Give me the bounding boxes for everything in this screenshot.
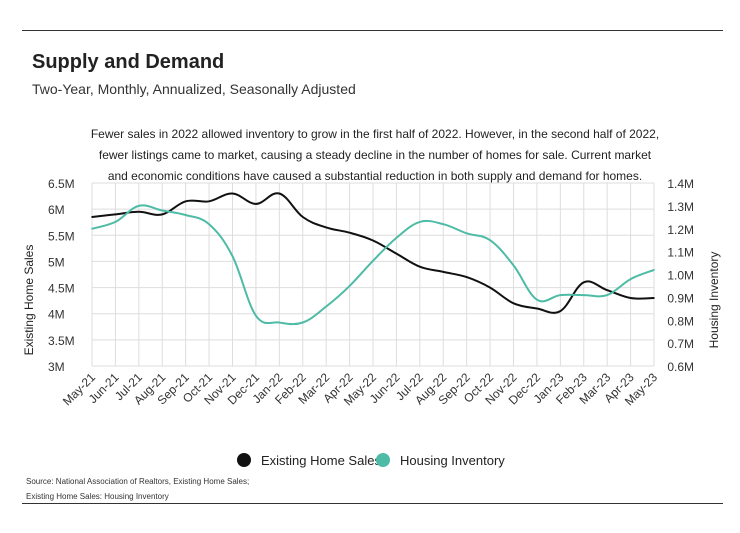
y-tick-right: 1.4M [667,177,694,191]
data-point-sales [442,271,445,273]
legend-marker-sales [237,453,251,467]
data-point-inventory [629,278,632,280]
data-point-inventory [442,223,445,225]
data-point-inventory [419,221,421,223]
y-tick-right: 1.3M [667,200,694,214]
data-point-sales [231,192,234,195]
data-point-sales [91,216,93,218]
y-tick-right: 0.7M [667,337,694,351]
data-point-sales [536,307,538,310]
data-point-sales [325,226,327,229]
data-point-sales [653,297,655,299]
data-point-sales [606,289,608,291]
legend-label-inventory: Housing Inventory [400,453,505,468]
data-point-sales [114,213,117,216]
legend-marker-inventory [376,453,390,467]
data-point-inventory [489,239,491,241]
data-point-inventory [114,221,117,223]
x-axis-ticks: May-21Jun-21Jul-21Aug-21Sep-21Oct-21Nov-… [60,370,660,408]
series-lines [91,192,655,326]
y-tick-right: 0.8M [667,314,694,328]
data-point-inventory [231,255,234,257]
y-tick-right: 0.9M [667,291,694,305]
chart-title: Supply and Demand [32,51,225,73]
data-point-sales [395,252,398,255]
left-axis-ticks: 3M 3.5M 4M 4.5M 5M 5.5M 6M 6.5M [48,177,75,374]
data-point-sales [208,200,210,203]
y-tick-left: 6.5M [48,177,75,191]
data-point-inventory [301,321,304,324]
y-axis-label-right: Housing Inventory [707,252,721,349]
data-point-inventory [208,223,210,225]
source-line-2: Existing Home Sales: Housing Inventory [26,492,169,501]
chart-description: Fewer sales in 2022 allowed inventory to… [90,127,660,183]
data-point-sales [138,210,140,213]
grid-lines [91,182,655,367]
y-tick-left: 3M [48,360,65,374]
data-point-sales [255,203,257,205]
data-point-inventory [255,314,257,317]
y-tick-right: 1.0M [667,269,694,283]
bottom-rule [22,503,723,504]
right-axis-ticks: 0.6M 0.7M 0.8M 0.9M 1.0M 1.1M 1.2M 1.3M 1.4M [667,177,694,374]
data-point-inventory [372,259,374,262]
y-tick-left: 4M [48,308,65,322]
y-tick-right: 1.2M [667,223,694,237]
data-point-inventory [348,285,351,287]
data-point-inventory [536,298,538,301]
y-tick-left: 5M [48,255,65,269]
data-point-inventory [653,269,655,271]
data-point-inventory [512,264,515,267]
source-note: Source: National Association of Realtors… [26,474,249,504]
y-tick-left: 5.5M [48,229,75,243]
source-line-1: Source: National Association of Realtors… [26,477,250,486]
data-point-sales [559,310,562,312]
data-point-sales [348,231,351,234]
y-tick-right: 1.1M [667,246,694,260]
data-point-inventory [465,232,468,235]
data-point-inventory [582,294,585,296]
data-point-inventory [278,321,281,324]
data-point-inventory [325,305,327,308]
data-point-sales [372,239,374,242]
data-point-sales [301,216,304,218]
y-tick-left: 3.5M [48,334,75,348]
legend: Existing Home Sales Housing Inventory [237,453,505,468]
data-point-sales [489,286,491,289]
data-point-sales [161,213,164,216]
data-point-sales [184,200,187,203]
data-point-inventory [606,294,608,296]
data-point-sales [582,281,585,284]
y-tick-left: 4.5M [48,282,75,296]
top-rule [22,30,723,31]
legend-label-sales: Existing Home Sales [261,453,381,468]
data-point-sales [512,302,515,305]
data-point-sales [419,265,421,268]
data-point-inventory [184,214,187,216]
data-point-inventory [395,237,398,239]
data-point-inventory [138,205,140,207]
data-point-inventory [161,209,164,212]
data-point-inventory [559,294,562,296]
chart-subtitle: Two-Year, Monthly, Annualized, Seasonall… [32,81,356,97]
data-point-inventory [91,227,93,230]
y-tick-left: 6M [48,203,65,217]
data-point-sales [278,192,281,195]
data-point-sales [465,276,468,278]
data-point-sales [629,297,632,299]
y-axis-label-left: Existing Home Sales [22,245,36,356]
y-tick-right: 0.6M [667,360,694,374]
